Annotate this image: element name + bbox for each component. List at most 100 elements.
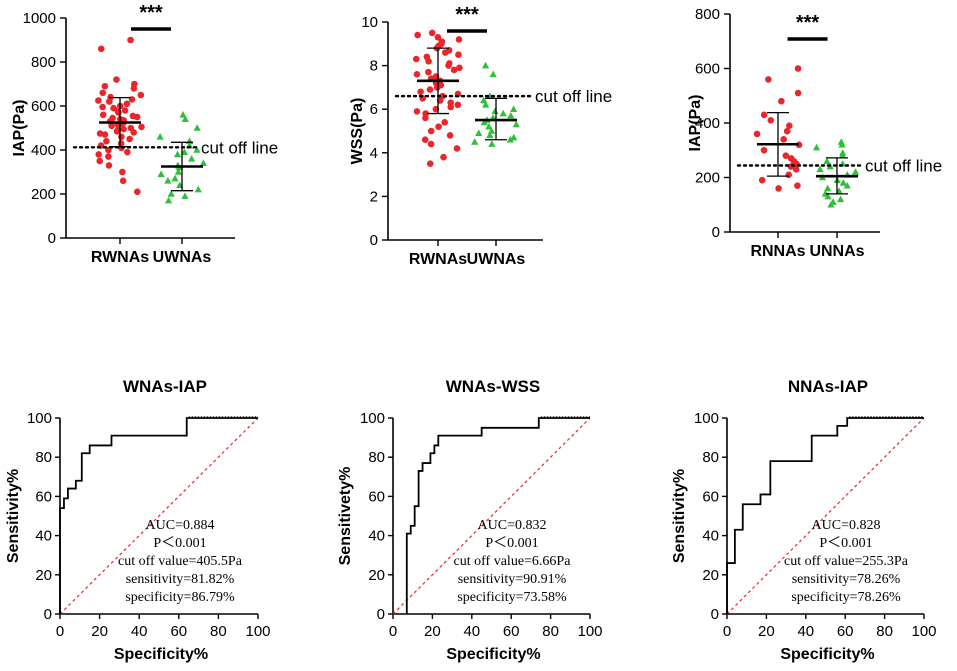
s1-cutoff-label: cut off line bbox=[201, 138, 278, 157]
s2-y-axis-label: WSS(Pa) bbox=[349, 98, 366, 165]
r3-reference-diagonal bbox=[726, 417, 925, 615]
s1-point-rwnas bbox=[103, 137, 110, 145]
r2-annotation: specificity=73.58% bbox=[457, 590, 567, 605]
s1-point-rwnas bbox=[124, 148, 131, 156]
s1-y-tick-label: 800 bbox=[31, 54, 56, 71]
s3-point-unnas bbox=[816, 165, 824, 173]
s1-y-tick-label: 0 bbox=[48, 230, 56, 247]
r2-annotation: AUC=0.832 bbox=[478, 518, 547, 533]
s1-y-tick-label: 200 bbox=[31, 186, 56, 203]
s3-x-category-label: RNNAs bbox=[750, 243, 805, 260]
s1-point-uwnas bbox=[188, 155, 196, 162]
s3-y-tick-label: 800 bbox=[695, 6, 720, 23]
s2-point-rwnas bbox=[426, 86, 434, 93]
r2-y-tick-label: 20 bbox=[368, 567, 385, 584]
s3-y-axis-label: IAP(Pa) bbox=[687, 95, 704, 152]
r3-annotation: specificity=78.26% bbox=[791, 590, 901, 605]
s3-point-rnnas bbox=[753, 130, 761, 138]
r2-title: WNAs-WSS bbox=[446, 377, 540, 396]
r2-x-tick-label: 40 bbox=[463, 623, 480, 640]
r1-y-tick-label: 20 bbox=[35, 567, 52, 584]
r3-y-axis-label: Sensitivity% bbox=[671, 469, 688, 563]
s1-x-category-label: UWNAs bbox=[153, 249, 212, 266]
s2-point-uwnas bbox=[507, 111, 515, 119]
s1-point-rwnas bbox=[95, 97, 102, 104]
s3-point-rnnas bbox=[780, 136, 787, 143]
s1-point-rwnas bbox=[96, 157, 104, 165]
s1-point-rwnas bbox=[130, 129, 138, 136]
s3-point-unnas bbox=[824, 192, 832, 200]
r1-title: WNAs-IAP bbox=[123, 377, 207, 396]
s1-point-rwnas bbox=[118, 133, 125, 141]
s3-point-rnnas bbox=[794, 65, 802, 72]
r3-x-axis-label: Specificity% bbox=[780, 646, 874, 663]
r1-y-axis-label: Sensitivity% bbox=[5, 469, 22, 563]
s3-point-unnas bbox=[838, 141, 846, 148]
r1-annotation: cut off value=405.5Pa bbox=[118, 554, 243, 569]
s2-point-uwnas bbox=[510, 105, 518, 112]
s3-point-rnnas bbox=[778, 97, 785, 105]
r2-annotation: cut off value=6.66Pa bbox=[454, 554, 572, 569]
s3-point-unnas bbox=[843, 181, 851, 189]
r3-title: NNAs-IAP bbox=[788, 377, 868, 396]
s2-point-rwnas bbox=[453, 145, 461, 152]
s3-point-rnnas bbox=[785, 171, 793, 179]
s2-y-tick-label: 2 bbox=[370, 188, 378, 205]
s1-point-uwnas bbox=[157, 170, 165, 177]
s1-point-uwnas bbox=[181, 192, 189, 199]
r2-annotation: sensitivity=90.91% bbox=[458, 572, 567, 587]
s1-point-rwnas bbox=[97, 45, 105, 53]
s2-point-uwnas bbox=[485, 122, 493, 130]
r3-annotation: P＜0.001 bbox=[819, 536, 872, 551]
s1-point-rwnas bbox=[115, 109, 122, 116]
s2-point-rwnas bbox=[434, 33, 442, 41]
r2-x-tick-label: 100 bbox=[577, 623, 602, 640]
s2-point-uwnas bbox=[486, 131, 494, 139]
r1-roc-curve bbox=[59, 417, 258, 614]
s1-y-axis-label: IAP(Pa) bbox=[11, 100, 28, 157]
s3-point-rnnas bbox=[792, 166, 800, 173]
s1-point-uwnas bbox=[199, 159, 207, 166]
s2-point-rwnas bbox=[413, 108, 421, 115]
s2-point-rwnas bbox=[445, 62, 452, 69]
s2-point-rwnas bbox=[426, 160, 434, 167]
s1-x-category-label: RWNAs bbox=[91, 249, 149, 266]
s3-point-rnnas bbox=[794, 89, 802, 97]
s3-x-category-label: UNNAs bbox=[809, 243, 864, 260]
s2-significance-stars: *** bbox=[455, 4, 479, 26]
s3-point-unnas bbox=[827, 200, 835, 208]
s1-point-rwnas bbox=[120, 125, 127, 133]
r3-x-tick-label: 60 bbox=[837, 623, 854, 640]
s2-point-rwnas bbox=[456, 64, 463, 72]
s2-point-rwnas bbox=[440, 153, 447, 161]
r3-y-tick-label: 80 bbox=[702, 449, 719, 466]
r3-annotation: cut off value=255.3Pa bbox=[784, 554, 909, 569]
r2-x-tick-label: 0 bbox=[389, 623, 397, 640]
s3-point-unnas bbox=[824, 184, 832, 192]
s1-point-uwnas bbox=[167, 190, 175, 197]
s3-point-unnas bbox=[851, 168, 860, 175]
s1-significance-stars: *** bbox=[139, 2, 163, 24]
r2-reference-diagonal bbox=[392, 417, 591, 615]
s3-point-unnas bbox=[838, 151, 847, 159]
s2-point-uwnas bbox=[489, 70, 497, 78]
r1-annotation: P＜0.001 bbox=[153, 536, 206, 551]
r3-y-tick-label: 0 bbox=[711, 606, 719, 623]
s1-point-rwnas bbox=[134, 188, 141, 196]
s3-point-rnnas bbox=[783, 127, 791, 135]
s1-point-rwnas bbox=[101, 131, 109, 138]
r1-y-tick-label: 80 bbox=[35, 449, 52, 466]
s1-point-rwnas bbox=[133, 113, 141, 121]
s2-point-rwnas bbox=[427, 140, 435, 148]
r1-x-tick-label: 0 bbox=[56, 623, 64, 640]
r2-roc-curve bbox=[405, 417, 590, 614]
s2-point-rwnas bbox=[441, 49, 449, 56]
s2-x-category-label: RWNAs bbox=[409, 251, 467, 268]
s3-point-rnnas bbox=[760, 146, 768, 154]
s3-point-rnnas bbox=[782, 152, 790, 159]
s2-point-uwnas bbox=[471, 138, 479, 145]
s1-point-uwnas bbox=[194, 185, 202, 193]
s2-point-rwnas bbox=[447, 103, 455, 111]
s1-y-tick-label: 400 bbox=[31, 142, 56, 159]
